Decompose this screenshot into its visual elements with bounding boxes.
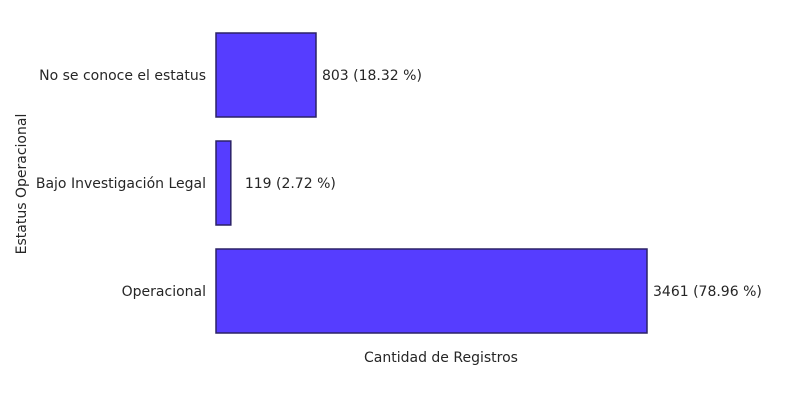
y-axis-title: Estatus Operacional [14, 114, 30, 255]
y-tick-label: No se conoce el estatus [39, 68, 206, 84]
data-labels-group: 803 (18.32 %) 119 (2.72 %) 3461 (78.96 %) [245, 68, 762, 300]
bar [215, 140, 232, 226]
data-label: 803 (18.32 %) [322, 68, 422, 84]
y-tick-label: Bajo Investigación Legal [36, 176, 206, 192]
bar [215, 32, 317, 118]
data-label: 119 (2.72 %) [245, 176, 336, 192]
y-tick-label: Operacional [122, 284, 206, 300]
x-axis-title: Cantidad de Registros [364, 350, 518, 366]
y-tick-labels: No se conoce el estatus Bajo Investigació… [36, 68, 206, 300]
data-label: 3461 (78.96 %) [653, 284, 762, 300]
bars-group [215, 32, 648, 334]
bar [215, 248, 648, 334]
